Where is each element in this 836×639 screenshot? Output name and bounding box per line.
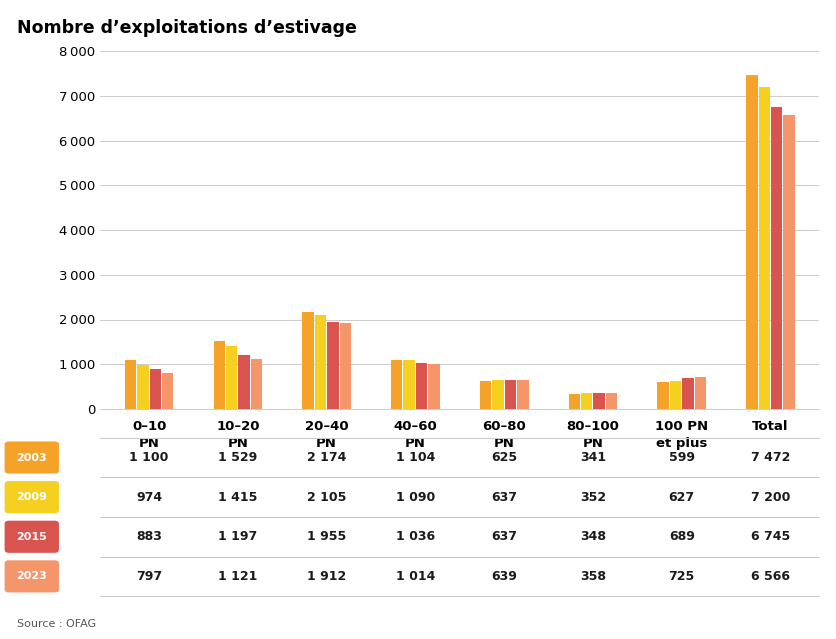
Bar <box>606 393 617 409</box>
Bar <box>162 373 174 409</box>
Text: 2023: 2023 <box>17 571 47 581</box>
Text: 6 745: 6 745 <box>751 530 790 543</box>
Bar <box>682 378 694 409</box>
Bar <box>416 362 427 409</box>
Bar <box>581 393 593 409</box>
Text: 639: 639 <box>492 570 517 583</box>
Bar <box>303 312 314 409</box>
Text: 625: 625 <box>491 451 517 464</box>
Text: 341: 341 <box>580 451 606 464</box>
Bar <box>480 381 492 409</box>
Bar <box>150 369 161 409</box>
Bar <box>404 360 415 409</box>
Text: 1 100: 1 100 <box>130 451 169 464</box>
Text: 627: 627 <box>669 491 695 504</box>
Text: Nombre d’exploitations d’estivage: Nombre d’exploitations d’estivage <box>17 19 357 37</box>
Text: 1 529: 1 529 <box>218 451 257 464</box>
Text: 2003: 2003 <box>17 452 47 463</box>
Bar <box>695 376 706 409</box>
Text: 7 472: 7 472 <box>751 451 790 464</box>
Bar <box>568 394 580 409</box>
Text: 797: 797 <box>136 570 162 583</box>
Bar <box>771 107 782 409</box>
Text: 2 105: 2 105 <box>307 491 346 504</box>
Bar <box>505 380 516 409</box>
Text: 2009: 2009 <box>17 492 47 502</box>
Text: 348: 348 <box>580 530 606 543</box>
Text: 725: 725 <box>669 570 695 583</box>
Bar <box>657 382 669 409</box>
Bar <box>594 394 605 409</box>
Bar <box>783 115 795 409</box>
Text: 1 197: 1 197 <box>218 530 257 543</box>
Bar <box>517 380 528 409</box>
Bar <box>327 321 339 409</box>
Bar <box>125 360 136 409</box>
Text: 352: 352 <box>580 491 606 504</box>
Bar <box>339 323 351 409</box>
Text: 689: 689 <box>669 530 695 543</box>
Bar <box>758 87 770 409</box>
Text: 974: 974 <box>136 491 162 504</box>
Text: 637: 637 <box>492 491 517 504</box>
Text: 637: 637 <box>492 530 517 543</box>
Text: 1 121: 1 121 <box>218 570 257 583</box>
Bar <box>670 381 681 409</box>
Bar <box>314 315 326 409</box>
Bar <box>238 355 250 409</box>
Text: 2015: 2015 <box>17 532 47 542</box>
Text: 2 174: 2 174 <box>307 451 346 464</box>
Text: 358: 358 <box>580 570 606 583</box>
Bar <box>137 366 149 409</box>
Bar <box>213 341 225 409</box>
Bar <box>492 380 503 409</box>
Text: 1 014: 1 014 <box>395 570 435 583</box>
Bar <box>746 75 757 409</box>
Bar <box>226 346 237 409</box>
Text: 1 036: 1 036 <box>396 530 435 543</box>
Text: 1 104: 1 104 <box>395 451 435 464</box>
Text: 7 200: 7 200 <box>751 491 790 504</box>
Bar <box>251 359 263 409</box>
Bar <box>391 360 402 409</box>
Text: 883: 883 <box>136 530 162 543</box>
Text: 1 912: 1 912 <box>307 570 346 583</box>
Text: Source : OFAG: Source : OFAG <box>17 619 96 629</box>
Text: 1 955: 1 955 <box>307 530 346 543</box>
Text: 1 415: 1 415 <box>218 491 257 504</box>
Text: 6 566: 6 566 <box>751 570 790 583</box>
Text: 599: 599 <box>669 451 695 464</box>
Text: 1 090: 1 090 <box>395 491 435 504</box>
Bar <box>428 364 440 409</box>
